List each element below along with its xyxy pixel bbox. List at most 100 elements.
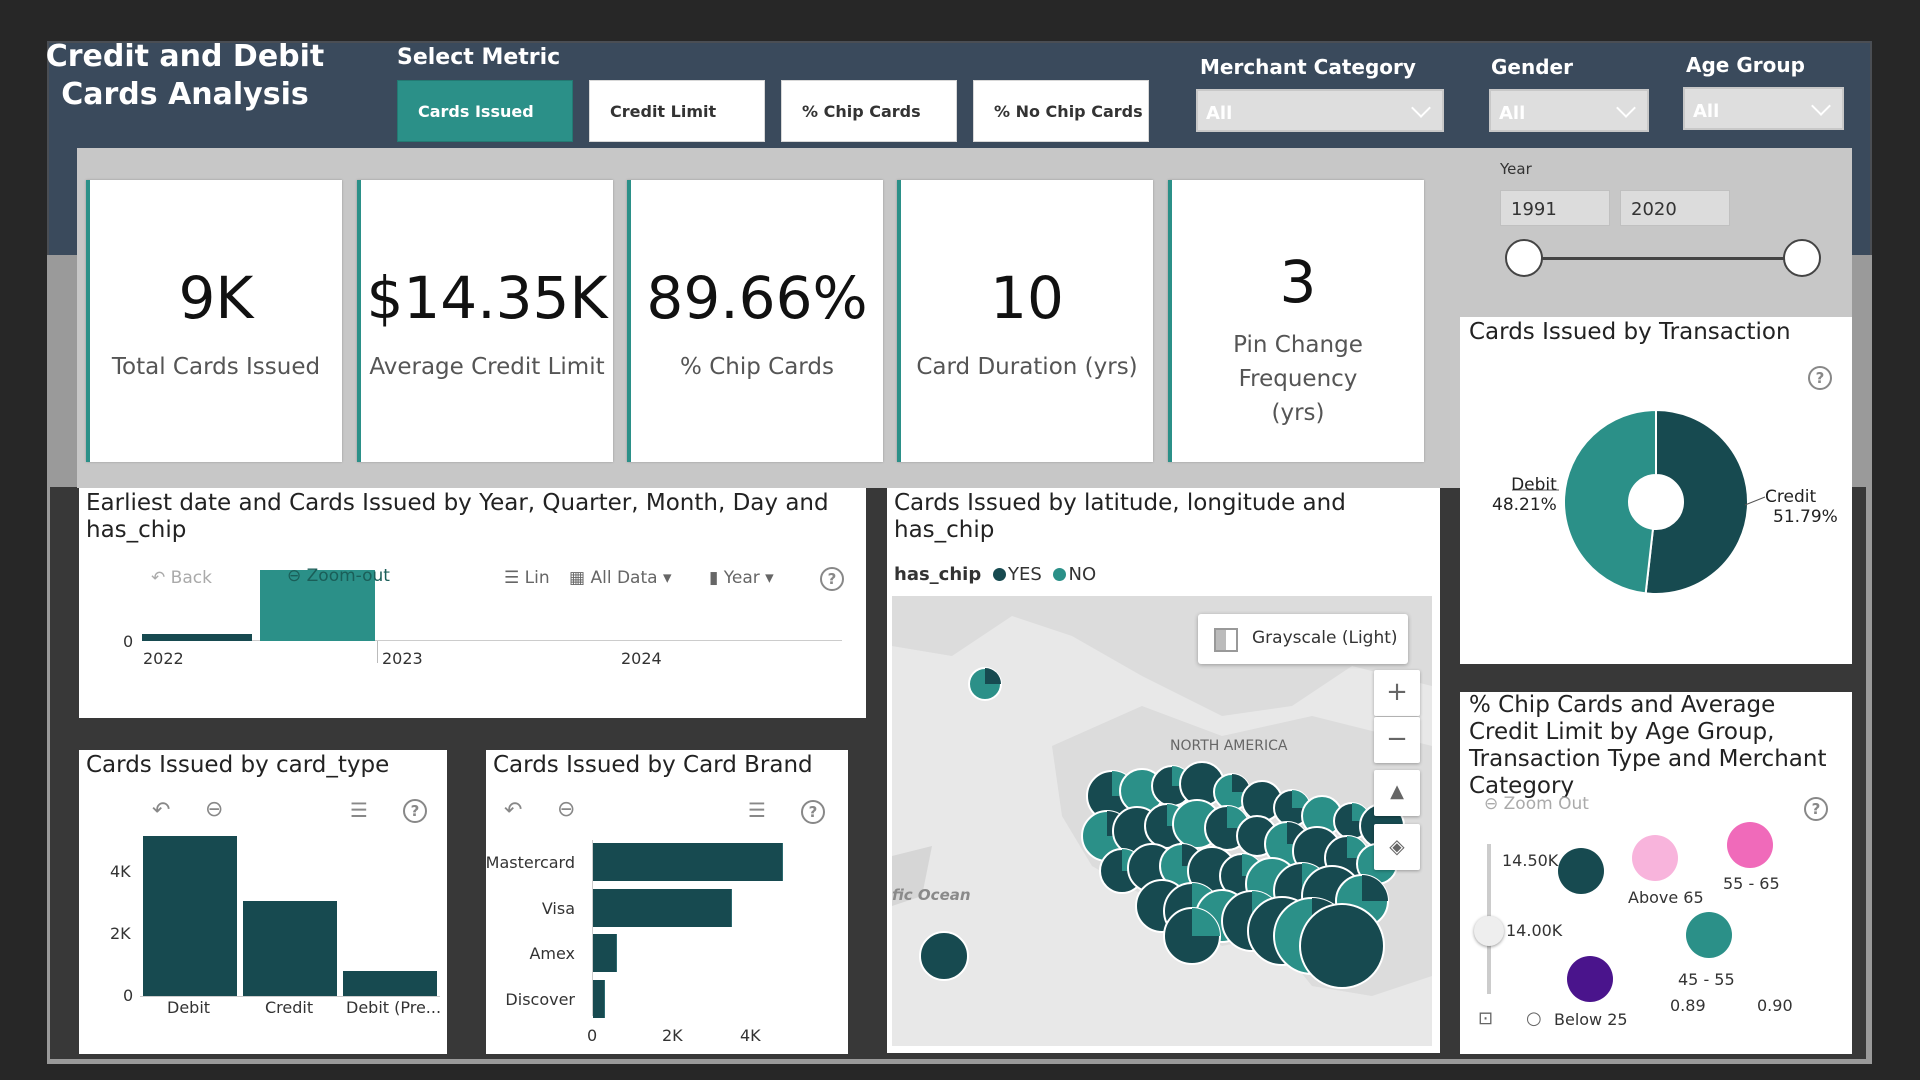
help-icon[interactable]: ? <box>1804 797 1828 821</box>
metric-button-no-chip-cards[interactable]: % No Chip Cards <box>973 80 1149 142</box>
metric-button-cards-issued[interactable]: Cards Issued <box>397 80 573 142</box>
pie-slice-credit[interactable] <box>1644 408 1749 595</box>
year-slider-end-handle[interactable] <box>1783 239 1821 277</box>
y-tick-label: 14.50K <box>1502 851 1559 870</box>
y-tick-label: Mastercard <box>485 853 575 872</box>
age-group-value: All <box>1693 101 1720 122</box>
scatter-chart-title: % Chip Cards and Average Credit Limit by… <box>1469 692 1827 799</box>
list-icon[interactable]: ☰ <box>748 798 766 822</box>
scatter-point[interactable] <box>1567 956 1613 1002</box>
pie-label-debit-percent: 48.21% <box>1492 495 1557 515</box>
x-tick-label: Credit <box>265 998 314 1017</box>
card-type-chart-card: Cards Issued by card_type ↶ ⊖ ☰ ? 4K 2K … <box>79 750 447 1054</box>
page-title: Credit and Debit Cards Analysis <box>45 39 325 112</box>
y-axis-line <box>592 840 593 1016</box>
lasso-icon[interactable]: ⊡ <box>1478 1008 1494 1029</box>
scatter-point[interactable] <box>1686 912 1732 958</box>
undo-icon[interactable]: ↶ <box>504 798 523 823</box>
year-dropdown[interactable]: ▮ Year ▾ <box>709 568 774 588</box>
zoom-in-button[interactable]: + <box>1374 670 1420 716</box>
kpi-value: 10 <box>990 264 1064 332</box>
help-icon[interactable]: ? <box>801 800 825 824</box>
kpi-value: 9K <box>178 264 254 332</box>
bar-debit-pre-[interactable] <box>343 971 437 996</box>
help-icon[interactable]: ? <box>403 799 427 823</box>
plus-icon: + <box>1386 677 1408 707</box>
region-label: NORTH AMERICA <box>1170 738 1288 754</box>
undo-icon[interactable]: ↶ <box>152 798 171 823</box>
x-tick-label: 0.89 <box>1670 996 1706 1015</box>
timeline-chart-title: Earliest date and Cards Issued by Year, … <box>86 490 829 543</box>
ocean-label: fic Ocean <box>892 886 971 904</box>
bar-mastercard[interactable] <box>593 843 783 881</box>
year-start-input[interactable]: 1991 <box>1500 190 1610 226</box>
pie-label-credit-percent: 51.79% <box>1773 507 1838 527</box>
back-button[interactable]: ↶ Back <box>151 568 212 588</box>
gender-dropdown[interactable]: All <box>1489 89 1649 132</box>
zoom-out-icon[interactable]: ⊖ <box>205 797 224 822</box>
merchant-category-dropdown[interactable]: All <box>1196 89 1444 132</box>
x-axis-line <box>142 640 842 641</box>
lin-button[interactable]: ☰ Lin <box>504 568 550 588</box>
metric-button-chip-cards[interactable]: % Chip Cards <box>781 80 957 142</box>
map-style-label: Grayscale (Light) <box>1252 628 1398 648</box>
chevron-down-icon <box>1811 96 1831 116</box>
bar-amex[interactable] <box>593 934 617 972</box>
zoom-out-icon[interactable]: ⊖ <box>557 797 576 822</box>
y-tick-label: Amex <box>529 944 575 963</box>
merchant-category-value: All <box>1206 103 1233 124</box>
x-tick-label: 0.90 <box>1757 996 1793 1015</box>
year-slider-start-handle[interactable] <box>1505 239 1543 277</box>
map-bubble[interactable] <box>1299 903 1385 989</box>
year-end-input[interactable]: 2020 <box>1620 190 1730 226</box>
map-title: Cards Issued by latitude, longitude and … <box>894 490 1346 543</box>
all-data-dropdown[interactable]: ▦ All Data ▾ <box>569 568 672 588</box>
y-tick-label: Discover <box>505 990 575 1009</box>
tilt-button[interactable]: ▲ <box>1374 770 1420 816</box>
kpi-card-card-duration: 10 Card Duration (yrs) <box>897 180 1153 462</box>
list-icon[interactable]: ☰ <box>350 798 368 822</box>
timeline-bar-yes <box>142 634 252 641</box>
map-canvas[interactable]: NORTH AMERICA fic Ocean Grayscale (Light… <box>892 596 1432 1046</box>
map-style-button[interactable]: Grayscale (Light) <box>1198 614 1408 664</box>
kpi-value: $14.35K <box>366 264 608 332</box>
minus-icon: − <box>1386 724 1408 754</box>
chevron-down-icon <box>1616 98 1636 118</box>
bar-visa[interactable] <box>593 888 732 927</box>
compass-button[interactable]: ◈ <box>1374 824 1420 870</box>
select-metric-label: Select Metric <box>397 45 561 70</box>
help-icon[interactable]: ? <box>1808 366 1832 390</box>
y-tick-label: 14.00K <box>1506 921 1563 940</box>
bar-discover[interactable] <box>593 979 605 1018</box>
pie-chart-card: Cards Issued by Transaction ? Debit 48.2… <box>1460 317 1852 664</box>
undo-icon: ↶ <box>151 568 166 588</box>
zoom-out-button[interactable]: ⊖ Zoom-out <box>287 566 390 586</box>
legend-dot-no <box>1053 568 1067 581</box>
x-tick-label: 4K <box>740 1026 761 1045</box>
scatter-zoom-out-button[interactable]: ⊖ Zoom Out <box>1484 794 1589 814</box>
bar-debit[interactable] <box>143 836 237 996</box>
scatter-point-label: 55 - 65 <box>1723 874 1780 893</box>
pie-slice-debit[interactable] <box>1563 408 1657 595</box>
scatter-point[interactable] <box>1558 848 1604 894</box>
timeline-chart-card: Earliest date and Cards Issued by Year, … <box>79 488 866 718</box>
help-icon[interactable]: ? <box>820 567 844 591</box>
x-tick-label: 2022 <box>143 649 184 668</box>
x-axis-line <box>140 996 440 997</box>
bar-chart-icon: ▮ <box>709 568 719 588</box>
age-group-dropdown[interactable]: All <box>1683 87 1844 130</box>
tilt-icon: ▲ <box>1390 781 1404 802</box>
zoom-slider-handle[interactable] <box>1474 916 1504 946</box>
map-bubble[interactable] <box>919 931 969 981</box>
kpi-card-average-credit-limit: $14.35K Average Credit Limit <box>357 180 613 462</box>
metric-button-credit-limit[interactable]: Credit Limit <box>589 80 765 142</box>
comment-icon[interactable]: ○ <box>1526 1008 1542 1029</box>
age-group-label: Age Group <box>1686 53 1805 77</box>
year-slicer-label: Year <box>1500 160 1532 178</box>
scatter-point[interactable] <box>1727 822 1773 868</box>
zoom-out-map-button[interactable]: − <box>1374 717 1420 763</box>
bar-credit[interactable] <box>243 900 337 996</box>
scatter-point[interactable] <box>1632 835 1678 881</box>
kpi-card-pin-change-frequency: 3 Pin Change Frequency (yrs) <box>1168 180 1424 462</box>
calendar-icon: ▦ <box>569 568 586 588</box>
